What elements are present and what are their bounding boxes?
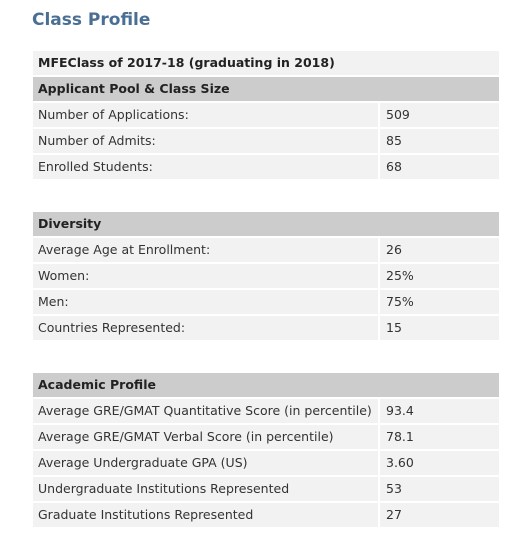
table-row: Average GRE/GMAT Verbal Score (in percen… bbox=[33, 425, 499, 449]
table-row: Average Age at Enrollment: 26 bbox=[33, 238, 499, 262]
row-label: Enrolled Students: bbox=[33, 155, 378, 179]
table-row: Graduate Institutions Represented 27 bbox=[33, 503, 499, 527]
row-value: 3.60 bbox=[380, 451, 499, 475]
applicant-pool-table: MFEClass of 2017-18 (graduating in 2018)… bbox=[33, 51, 499, 179]
row-value: 78.1 bbox=[380, 425, 499, 449]
table-row: Enrolled Students: 68 bbox=[33, 155, 499, 179]
table-row: Number of Applications: 509 bbox=[33, 103, 499, 127]
section-heading-applicant-pool: Applicant Pool & Class Size bbox=[33, 77, 499, 101]
diversity-table: Diversity Average Age at Enrollment: 26 … bbox=[33, 212, 499, 340]
row-value: 25% bbox=[380, 264, 499, 288]
class-title: MFEClass of 2017-18 (graduating in 2018) bbox=[33, 51, 499, 75]
row-label: Average Undergraduate GPA (US) bbox=[33, 451, 378, 475]
table-row: Undergraduate Institutions Represented 5… bbox=[33, 477, 499, 501]
row-label: Number of Applications: bbox=[33, 103, 378, 127]
row-value: 27 bbox=[380, 503, 499, 527]
row-label: Average GRE/GMAT Quantitative Score (in … bbox=[33, 399, 378, 423]
row-value: 26 bbox=[380, 238, 499, 262]
row-label: Countries Represented: bbox=[33, 316, 378, 340]
row-value: 15 bbox=[380, 316, 499, 340]
row-label: Women: bbox=[33, 264, 378, 288]
row-label: Average GRE/GMAT Verbal Score (in percen… bbox=[33, 425, 378, 449]
row-value: 75% bbox=[380, 290, 499, 314]
row-label: Number of Admits: bbox=[33, 129, 378, 153]
row-label: Undergraduate Institutions Represented bbox=[33, 477, 378, 501]
row-value: 93.4 bbox=[380, 399, 499, 423]
academic-profile-table: Academic Profile Average GRE/GMAT Quanti… bbox=[33, 373, 499, 527]
table-row: Women: 25% bbox=[33, 264, 499, 288]
row-value: 85 bbox=[380, 129, 499, 153]
table-row: Countries Represented: 15 bbox=[33, 316, 499, 340]
row-label: Graduate Institutions Represented bbox=[33, 503, 378, 527]
table-row: Average Undergraduate GPA (US) 3.60 bbox=[33, 451, 499, 475]
page-title: Class Profile bbox=[32, 10, 151, 30]
table-row: Number of Admits: 85 bbox=[33, 129, 499, 153]
row-label: Average Age at Enrollment: bbox=[33, 238, 378, 262]
table-row: Average GRE/GMAT Quantitative Score (in … bbox=[33, 399, 499, 423]
table-row: Men: 75% bbox=[33, 290, 499, 314]
row-value: 509 bbox=[380, 103, 499, 127]
row-value: 68 bbox=[380, 155, 499, 179]
row-value: 53 bbox=[380, 477, 499, 501]
section-heading-diversity: Diversity bbox=[33, 212, 499, 236]
row-label: Men: bbox=[33, 290, 378, 314]
section-heading-academic-profile: Academic Profile bbox=[33, 373, 499, 397]
